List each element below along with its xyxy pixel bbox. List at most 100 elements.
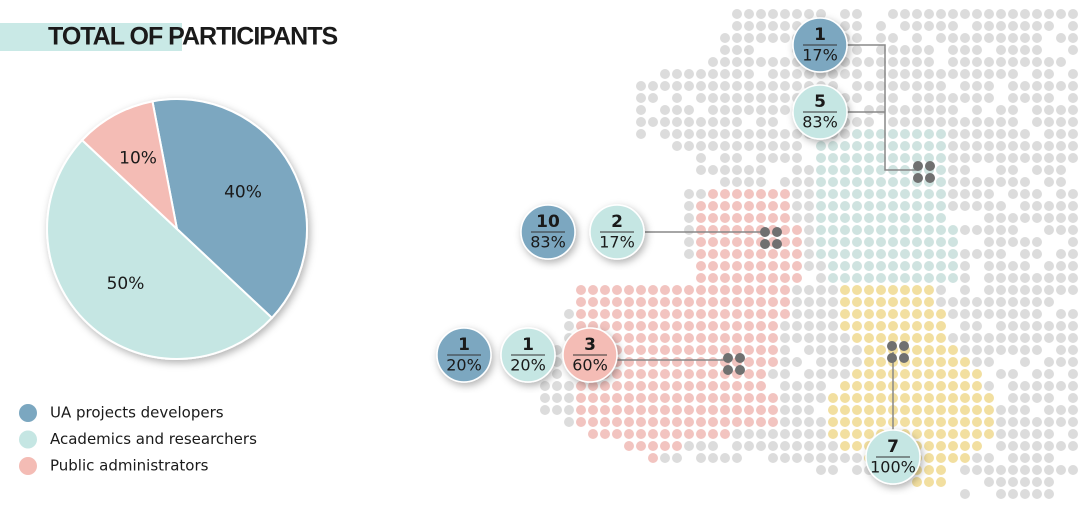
map-dot [864,225,874,235]
map-dot [780,429,790,439]
map-dot [984,309,994,319]
map-dot [876,57,886,67]
map-dot [912,429,922,439]
map-dot [1032,117,1042,127]
map-dot [780,93,790,103]
map-dot [756,405,766,415]
map-dot [936,369,946,379]
map-dot [984,285,994,295]
map-dot [780,321,790,331]
map-dot [696,117,706,127]
map-dot [828,141,838,151]
map-dot [756,57,766,67]
map-dot [948,129,958,139]
map-dot [696,165,706,175]
map-dot [756,9,766,19]
map-dot [1044,261,1054,271]
map-dot [780,249,790,259]
map-dot [792,153,802,163]
map-dot [912,57,922,67]
map-dot [672,105,682,115]
map-dot [732,333,742,343]
map-dot [924,249,934,259]
callout-count: 1 [458,335,470,355]
map-dot [756,381,766,391]
map-dot [960,333,970,343]
map-dot [936,477,946,487]
map-dot [696,309,706,319]
map-dot [708,441,718,451]
map-dot [744,237,754,247]
map-dot [720,105,730,115]
map-dot [816,261,826,271]
map-dot [1032,165,1042,175]
map-dot [708,417,718,427]
map-dot [960,285,970,295]
map-dot [984,141,994,151]
map-dot [600,417,610,427]
map-dot [816,357,826,367]
map-dot [912,261,922,271]
map-dot [684,189,694,199]
map-dot [720,201,730,211]
map-dot [1068,45,1078,55]
map-dot [804,249,814,259]
map-dot [624,417,634,427]
map-dot [936,177,946,187]
map-dot [660,453,670,463]
map-dot [756,273,766,283]
map-dot [960,201,970,211]
map-dot [744,357,754,367]
map-dot [1032,81,1042,91]
map-dot [708,273,718,283]
map-dot [936,309,946,319]
map-dot [1008,129,1018,139]
map-dot [732,189,742,199]
map-dot [996,177,1006,187]
map-dot [744,141,754,151]
map-dot [888,297,898,307]
map-dot [972,309,982,319]
map-dot [792,249,802,259]
map-dot [936,213,946,223]
map-dot [996,441,1006,451]
map-dot [864,297,874,307]
site-dot [735,365,745,375]
map-dot [948,441,958,451]
map-dot [1056,177,1066,187]
map-dot [936,249,946,259]
map-dot [768,57,778,67]
map-dot [1020,417,1030,427]
map-dot [792,417,802,427]
map-dot [780,105,790,115]
map-dot [588,309,598,319]
map-dot [768,213,778,223]
map-dot [708,165,718,175]
map-dot [660,357,670,367]
map-dot [912,333,922,343]
map-dot [660,429,670,439]
map-dot [660,405,670,415]
map-dot [1044,405,1054,415]
map-dot [1032,393,1042,403]
map-dot [720,57,730,67]
map-dot [720,177,730,187]
map-dot [1020,177,1030,187]
map-dot [732,297,742,307]
map-dot [804,429,814,439]
map-dot [996,465,1006,475]
map-dot [924,297,934,307]
legend-swatch [19,404,37,422]
map-dot [984,177,994,187]
map-dot [672,381,682,391]
map-dot [1056,225,1066,235]
map-dot [972,441,982,451]
map-dot [720,45,730,55]
map-dot [828,453,838,463]
map-dot [996,249,1006,259]
map-dot [900,21,910,31]
map-dot [1032,309,1042,319]
legend-label: Academics and researchers [50,430,257,448]
pie-slice [80,100,179,232]
map-dot [1020,489,1030,499]
